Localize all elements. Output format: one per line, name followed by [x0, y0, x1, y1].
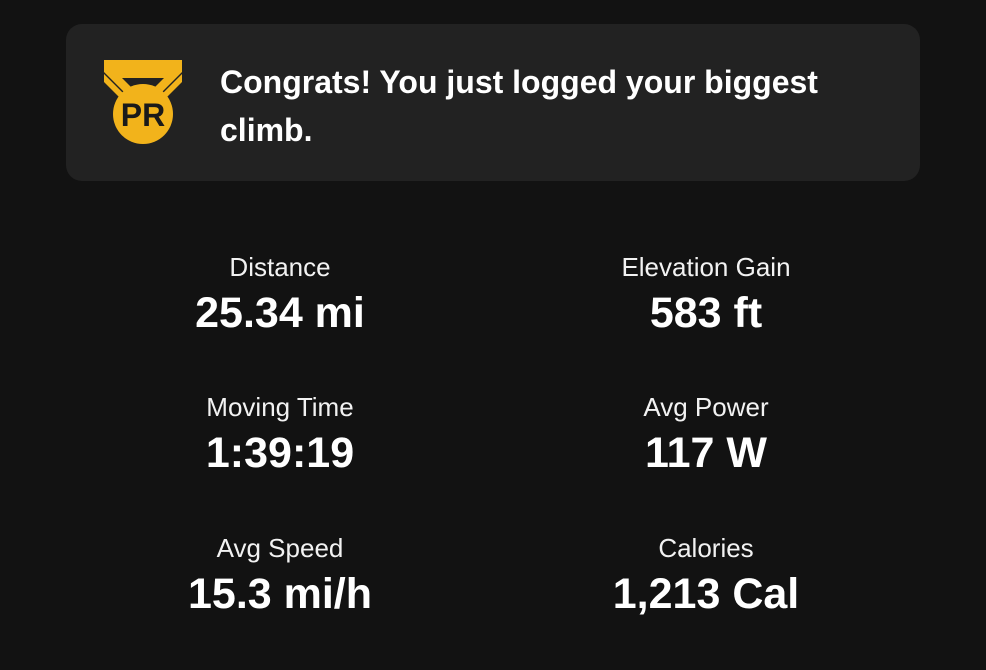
pr-banner: PR Congrats! You just logged your bigges… — [66, 24, 920, 181]
stat-label: Calories — [658, 533, 754, 563]
stat-label: Distance — [229, 252, 331, 282]
stat-value: 25.34 mi — [195, 289, 365, 337]
stat-label: Avg Power — [643, 392, 769, 422]
stat-elevation-gain: Elevation Gain 583 ft — [506, 252, 906, 338]
stat-label: Avg Speed — [216, 533, 344, 563]
pr-medal-icon: PR — [104, 60, 182, 144]
stat-value: 583 ft — [649, 289, 763, 337]
stat-moving-time: Moving Time 1:39:19 — [80, 392, 480, 478]
pr-badge-text: PR — [121, 97, 165, 133]
stat-avg-power: Avg Power 117 W — [506, 392, 906, 478]
stat-avg-speed: Avg Speed 15.3 mi/h — [80, 533, 480, 619]
stat-label: Moving Time — [206, 392, 354, 422]
stat-value: 1:39:19 — [205, 429, 355, 477]
stat-value: 1,213 Cal — [612, 570, 800, 618]
stat-distance: Distance 25.34 mi — [80, 252, 480, 338]
pr-message: Congrats! You just logged your biggest c… — [220, 64, 818, 148]
stat-value: 117 W — [645, 429, 767, 477]
stat-value: 15.3 mi/h — [187, 570, 373, 618]
stat-calories: Calories 1,213 Cal — [506, 533, 906, 619]
stat-label: Elevation Gain — [621, 252, 791, 282]
